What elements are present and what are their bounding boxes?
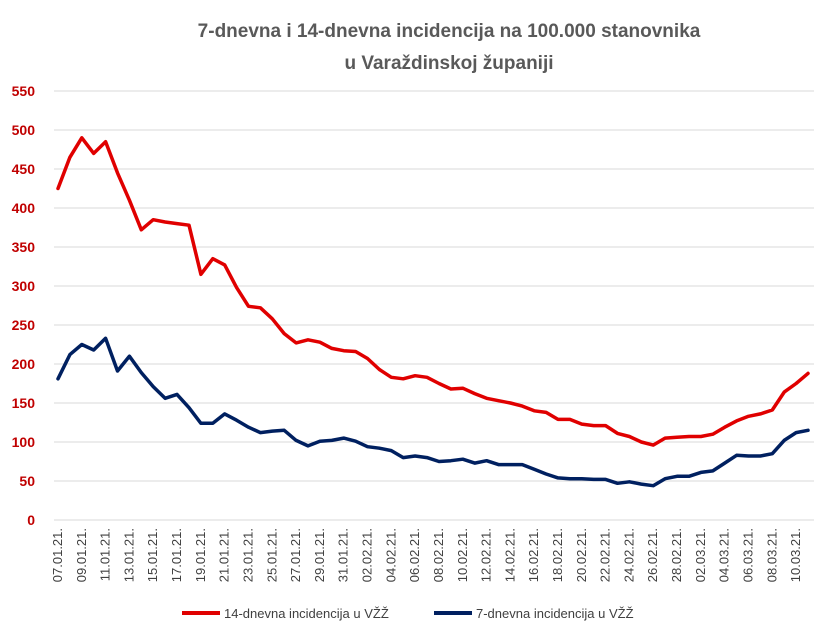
- x-tick-label: 10.03.21.: [788, 528, 803, 582]
- x-tick-label: 25.01.21.: [264, 528, 279, 582]
- x-tick-label: 08.02.21.: [431, 528, 446, 582]
- x-tick-label: 20.02.21.: [574, 528, 589, 582]
- x-tick-label: 02.02.21.: [360, 528, 375, 582]
- chart-title-line-2: u Varaždinskoj županiji: [344, 53, 553, 74]
- x-tick-label: 13.01.21.: [121, 528, 136, 582]
- x-tick-label: 15.01.21.: [145, 528, 160, 582]
- x-tick-label: 22.02.21.: [598, 528, 613, 582]
- x-tick-label: 12.02.21.: [479, 528, 494, 582]
- x-tick-label: 02.03.21.: [693, 528, 708, 582]
- y-tick-label: 550: [12, 83, 36, 99]
- x-tick-label: 19.01.21.: [193, 528, 208, 582]
- x-tick-label: 14.02.21.: [502, 528, 517, 582]
- x-tick-label: 26.02.21.: [645, 528, 660, 582]
- gridlines: [54, 90, 814, 521]
- x-tick-label: 07.01.21.: [50, 528, 65, 582]
- y-tick-label: 400: [12, 200, 36, 216]
- x-tick-label: 06.03.21.: [740, 528, 755, 582]
- x-tick-label: 23.01.21.: [240, 528, 255, 582]
- series-line-1: [56, 336, 810, 488]
- x-axis-tick-labels: 07.01.21. 09.01.21. 11.01.21. 13.01.21. 15.0…: [50, 528, 803, 582]
- y-tick-label: 100: [12, 434, 36, 450]
- legend-label-0: 14-dnevna incidencija u VŽŽ: [224, 606, 389, 621]
- x-tick-label: 18.02.21.: [550, 528, 565, 582]
- x-tick-label: 28.02.21.: [669, 528, 684, 582]
- y-axis-tick-labels: 0 50 100 150 200 250 300 350 400 450 500 550: [12, 83, 36, 528]
- x-tick-label: 11.01.21.: [98, 528, 113, 581]
- x-tick-label: 21.01.21.: [217, 528, 232, 582]
- y-tick-label: 350: [12, 239, 36, 255]
- legend-label-1: 7-dnevna incidencija u VŽŽ: [476, 606, 634, 621]
- x-tick-label: 24.02.21.: [621, 528, 636, 582]
- x-tick-label: 29.01.21.: [312, 528, 327, 582]
- x-tick-label: 16.02.21.: [526, 528, 541, 582]
- x-tick-label: 09.01.21.: [74, 528, 89, 582]
- x-tick-label: 31.01.21.: [336, 528, 351, 582]
- y-tick-label: 150: [12, 395, 36, 411]
- y-tick-label: 450: [12, 161, 36, 177]
- data-series: [56, 136, 810, 488]
- y-tick-label: 300: [12, 278, 36, 294]
- x-tick-label: 04.02.21.: [383, 528, 398, 582]
- y-tick-label: 50: [19, 473, 35, 489]
- x-tick-label: 08.03.21.: [764, 528, 779, 582]
- x-tick-label: 27.01.21.: [288, 528, 303, 582]
- legend: 14-dnevna incidencija u VŽŽ 7-dnevna inci…: [182, 606, 634, 621]
- y-tick-label: 200: [12, 356, 36, 372]
- x-tick-label: 04.03.21.: [717, 528, 732, 582]
- x-tick-label: 10.02.21.: [455, 528, 470, 582]
- x-tick-label: 17.01.21.: [169, 528, 184, 582]
- x-tick-label: 06.02.21.: [407, 528, 422, 582]
- y-tick-label: 0: [27, 512, 35, 528]
- y-tick-label: 250: [12, 317, 36, 333]
- series-line-0: [56, 136, 810, 447]
- y-tick-label: 500: [12, 122, 36, 138]
- chart-title-line-1: 7-dnevna i 14-dnevna incidencija na 100.…: [198, 21, 701, 42]
